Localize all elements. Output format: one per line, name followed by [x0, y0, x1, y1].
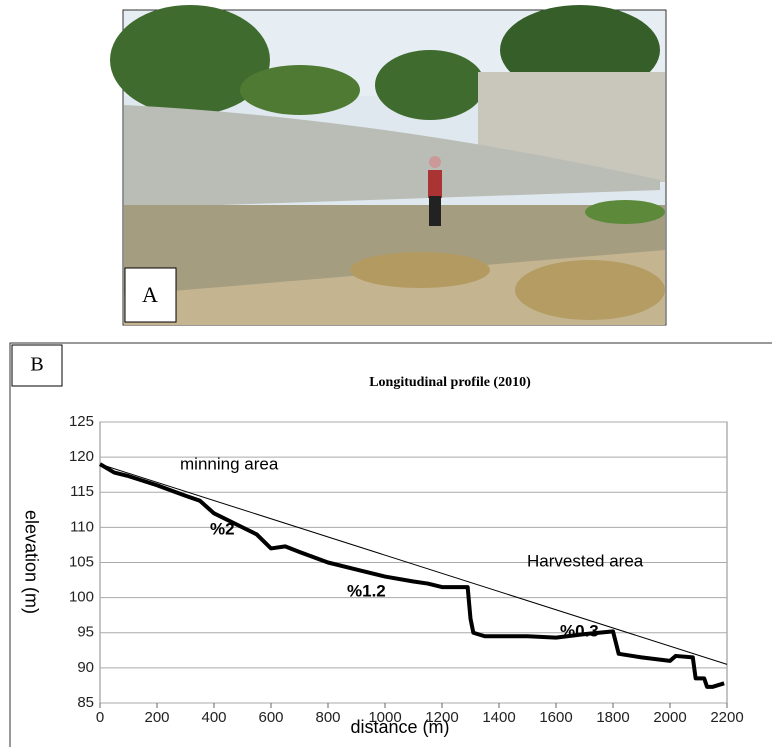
y-tick-label: 95	[77, 624, 94, 641]
x-tick-label: 0	[96, 709, 104, 726]
x-tick-label: 2000	[653, 709, 686, 726]
y-tick-label: 105	[69, 553, 94, 570]
x-tick-label: 1400	[482, 709, 515, 726]
annotation: minning area	[180, 454, 279, 473]
y-axis-label: elevation (m)	[21, 510, 41, 614]
y-tick-label: 100	[69, 589, 94, 606]
annotation: %1.2	[347, 581, 386, 600]
panel-label-box	[11, 344, 63, 387]
photo: A	[110, 5, 667, 326]
x-tick-label: 1200	[425, 709, 458, 726]
x-axis-label: distance (m)	[350, 717, 449, 737]
chart-title: Longitudinal profile (2010)	[369, 375, 531, 390]
series-line	[99, 463, 728, 665]
annotation: %0.3	[560, 621, 599, 640]
series-line	[98, 462, 725, 689]
y-tick-label: 110	[70, 518, 94, 535]
x-tick-label: 600	[258, 709, 283, 726]
annotation: Harvested area	[527, 551, 644, 570]
x-tick-label: 1800	[596, 709, 629, 726]
x-tick-label: 1600	[539, 709, 572, 726]
x-tick-label: 1000	[368, 709, 401, 726]
panel-label: A	[142, 282, 158, 307]
y-tick-label: 90	[77, 659, 94, 676]
y-tick-label: 115	[70, 483, 94, 500]
panel-frame	[9, 342, 772, 747]
y-tick-label: 125	[69, 413, 94, 430]
x-tick-label: 400	[201, 709, 226, 726]
x-tick-label: 800	[315, 709, 340, 726]
x-tick-label: 2200	[710, 709, 743, 726]
panel-label: B	[30, 354, 43, 376]
x-tick-label: 200	[144, 709, 169, 726]
annotation: %2	[210, 519, 235, 538]
y-tick-label: 120	[69, 448, 94, 465]
y-tick-label: 85	[77, 694, 94, 711]
